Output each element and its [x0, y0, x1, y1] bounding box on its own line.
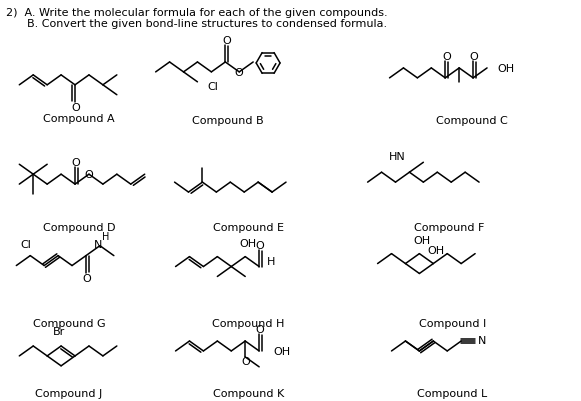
Text: O: O: [234, 68, 243, 78]
Text: Br: Br: [53, 326, 65, 336]
Text: O: O: [83, 274, 91, 284]
Text: H: H: [267, 256, 275, 266]
Text: O: O: [222, 36, 231, 46]
Text: Compound A: Compound A: [43, 113, 115, 123]
Text: H: H: [102, 231, 110, 241]
Text: Compound J: Compound J: [35, 388, 103, 398]
Text: O: O: [256, 240, 264, 250]
Text: Cl: Cl: [207, 81, 218, 91]
Text: Compound I: Compound I: [418, 318, 486, 328]
Text: O: O: [71, 102, 80, 112]
Text: Compound C: Compound C: [436, 115, 508, 125]
Text: Compound H: Compound H: [212, 318, 284, 328]
Text: OH: OH: [497, 64, 514, 74]
Text: Compound G: Compound G: [33, 318, 105, 328]
Text: OH: OH: [273, 346, 290, 356]
Text: Compound F: Compound F: [414, 222, 485, 232]
Text: O: O: [256, 324, 264, 334]
Text: N: N: [478, 335, 486, 345]
Text: 2)  A. Write the molecular formula for each of the given compounds.: 2) A. Write the molecular formula for ea…: [6, 8, 388, 18]
Text: OH: OH: [239, 238, 257, 248]
Text: Compound K: Compound K: [213, 388, 284, 398]
Text: O: O: [470, 52, 479, 62]
Text: OH: OH: [428, 245, 445, 255]
Text: Compound B: Compound B: [192, 115, 264, 125]
Text: O: O: [242, 356, 250, 366]
Text: Compound L: Compound L: [417, 388, 487, 398]
Text: Compound D: Compound D: [43, 222, 115, 232]
Text: N: N: [94, 239, 102, 249]
Text: O: O: [71, 158, 80, 168]
Text: Cl: Cl: [21, 239, 32, 249]
Text: B. Convert the given bond-line structures to condensed formula.: B. Convert the given bond-line structure…: [6, 19, 388, 29]
Text: OH: OH: [414, 235, 431, 245]
Text: O: O: [442, 52, 451, 62]
Text: Compound E: Compound E: [213, 222, 284, 232]
Text: HN: HN: [389, 152, 406, 162]
Text: O: O: [85, 170, 94, 180]
